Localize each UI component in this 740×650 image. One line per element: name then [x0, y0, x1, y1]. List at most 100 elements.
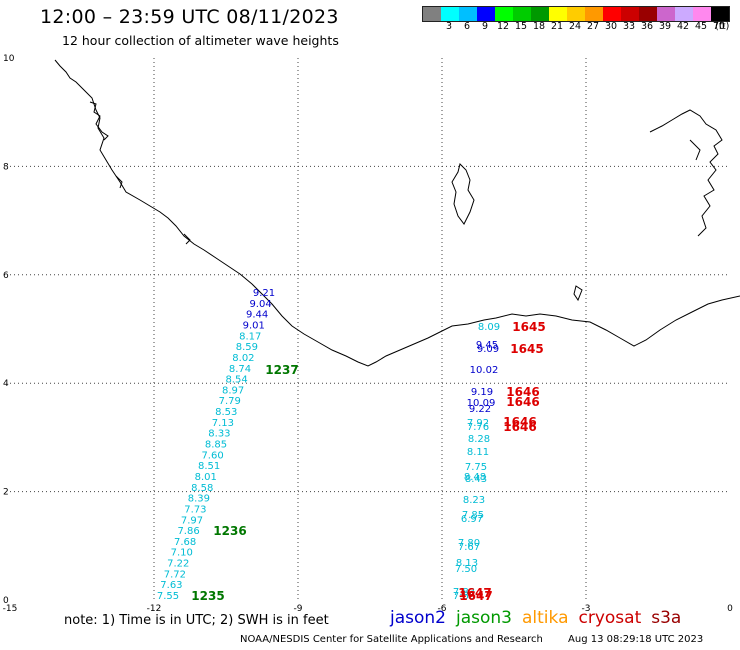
northeast-landmass [649, 109, 723, 237]
swh-value: 8.13 [456, 558, 478, 569]
swh-value: 7.72 [164, 569, 186, 580]
legend-swatch [639, 7, 657, 21]
swh-value: 7.73 [184, 504, 206, 515]
color-scale-legend [422, 6, 730, 22]
mainland-coastline [54, 59, 740, 367]
swh-value: 7.68 [174, 537, 196, 548]
y-tick-label: 10 [3, 54, 15, 64]
small-island [573, 285, 583, 302]
swh-value: 8.58 [191, 483, 213, 494]
swh-value: 8.54 [225, 375, 247, 386]
legend-label: 24 [568, 21, 582, 32]
legend-swatch [621, 7, 639, 21]
legend-swatch [675, 7, 693, 21]
pass-time: 1646 [506, 385, 539, 399]
swh-value: 7.50 [455, 564, 477, 575]
map-title: 12:00 – 23:59 UTC 08/11/2023 [40, 6, 339, 28]
legend-label: 45 [694, 21, 708, 32]
map-subtitle: 12 hour collection of altimeter wave hei… [62, 33, 339, 48]
legend-label: 36 [640, 21, 654, 32]
legend-swatch [441, 7, 459, 21]
swh-value: 7.92 [467, 418, 489, 429]
satellite-name: cryosat [578, 608, 642, 628]
footnote: note: 1) Time is in UTC; 2) SWH is in fe… [64, 613, 329, 628]
swh-value: 9.22 [469, 404, 491, 415]
legend-label: 30 [604, 21, 618, 32]
swh-value: 7.79 [219, 396, 241, 407]
coastline-inlet [89, 101, 191, 245]
swh-value: 8.28 [468, 434, 490, 445]
pass-time: 1237 [265, 363, 298, 377]
legend-label: 3 [445, 21, 453, 32]
swh-value: 7.80 [458, 538, 480, 549]
swh-value: 8.53 [215, 407, 237, 418]
credit-line: NOAA/NESDIS Center for Satellite Applica… [240, 634, 703, 645]
lat-lon-grid: -15 -12 -9 -6 -3 0 0 2 4 6 8 10 [3, 54, 733, 614]
swh-value: 7.76 [467, 422, 489, 433]
swh-value: 6.97 [461, 514, 483, 525]
satellite-name: s3a [651, 608, 682, 628]
legend-swatch [711, 7, 729, 21]
legend-swatch [423, 7, 441, 21]
swh-value: 8.09 [478, 322, 500, 333]
island-north [451, 163, 475, 225]
swh-value: 7.10 [171, 548, 193, 559]
legend-label: 70 [712, 21, 726, 32]
swh-value: 8.59 [236, 342, 258, 353]
y-tick-label: 6 [3, 271, 9, 281]
swh-value: 7.60 [201, 450, 223, 461]
altimeter-tracks: 9.219.049.449.018.178.598.028.748.548.97… [157, 288, 546, 603]
swh-value: 8.39 [188, 494, 210, 505]
y-tick-label: 2 [3, 488, 9, 498]
swh-value: 7.13 [212, 418, 234, 429]
swh-value: 8.43 [465, 474, 487, 485]
legend-label: 9 [481, 21, 489, 32]
generated-timestamp: Aug 13 08:29:18 UTC 2023 [568, 634, 704, 645]
swh-value: 7.97 [181, 515, 203, 526]
legend-label: 39 [658, 21, 672, 32]
legend-swatch [585, 7, 603, 21]
swh-value: 9.45 [476, 340, 498, 351]
legend-label: 42 [676, 21, 690, 32]
swh-value: 9.44 [246, 310, 268, 321]
satellite-name: jason3 [456, 608, 512, 628]
y-tick-label: 4 [3, 379, 9, 389]
swh-value: 8.23 [463, 495, 485, 506]
swh-value: 10.02 [470, 365, 499, 376]
legend-label: 15 [514, 21, 528, 32]
swh-value: 7.63 [453, 591, 475, 602]
swh-value: 9.01 [243, 320, 265, 331]
swh-value: 8.02 [232, 353, 254, 364]
legend-swatch [495, 7, 513, 21]
swh-value: 8.85 [205, 440, 227, 451]
x-tick-label: -15 [3, 604, 18, 614]
legend-swatch [603, 7, 621, 21]
legend-label: 27 [586, 21, 600, 32]
legend-swatch [549, 7, 567, 21]
pass-time: 1235 [191, 589, 224, 603]
legend-swatch [477, 7, 495, 21]
x-tick-label: -12 [147, 604, 162, 614]
x-tick-label: -9 [294, 604, 303, 614]
legend-swatch [567, 7, 585, 21]
swh-value: 7.63 [160, 580, 182, 591]
swh-value: 8.33 [208, 429, 230, 440]
satellite-legend: jason2 jason3 altika cryosat s3a [390, 608, 691, 628]
legend-swatch [657, 7, 675, 21]
swh-value: 7.22 [167, 559, 189, 570]
x-tick-label: -6 [438, 604, 447, 614]
legend-unit: (ft) [715, 21, 730, 32]
legend-swatch [693, 7, 711, 21]
swh-value: 9.21 [253, 288, 275, 299]
x-tick-label: 0 [727, 604, 733, 614]
pass-time: 1645 [512, 320, 545, 334]
legend-label: 18 [532, 21, 546, 32]
swh-value: 8.17 [239, 331, 261, 342]
legend-label: 6 [463, 21, 471, 32]
y-tick-label: 8 [3, 162, 9, 172]
x-tick-label: -3 [582, 604, 591, 614]
pass-time: 1646 [503, 420, 536, 434]
legend-label: 21 [550, 21, 564, 32]
legend-swatch [459, 7, 477, 21]
